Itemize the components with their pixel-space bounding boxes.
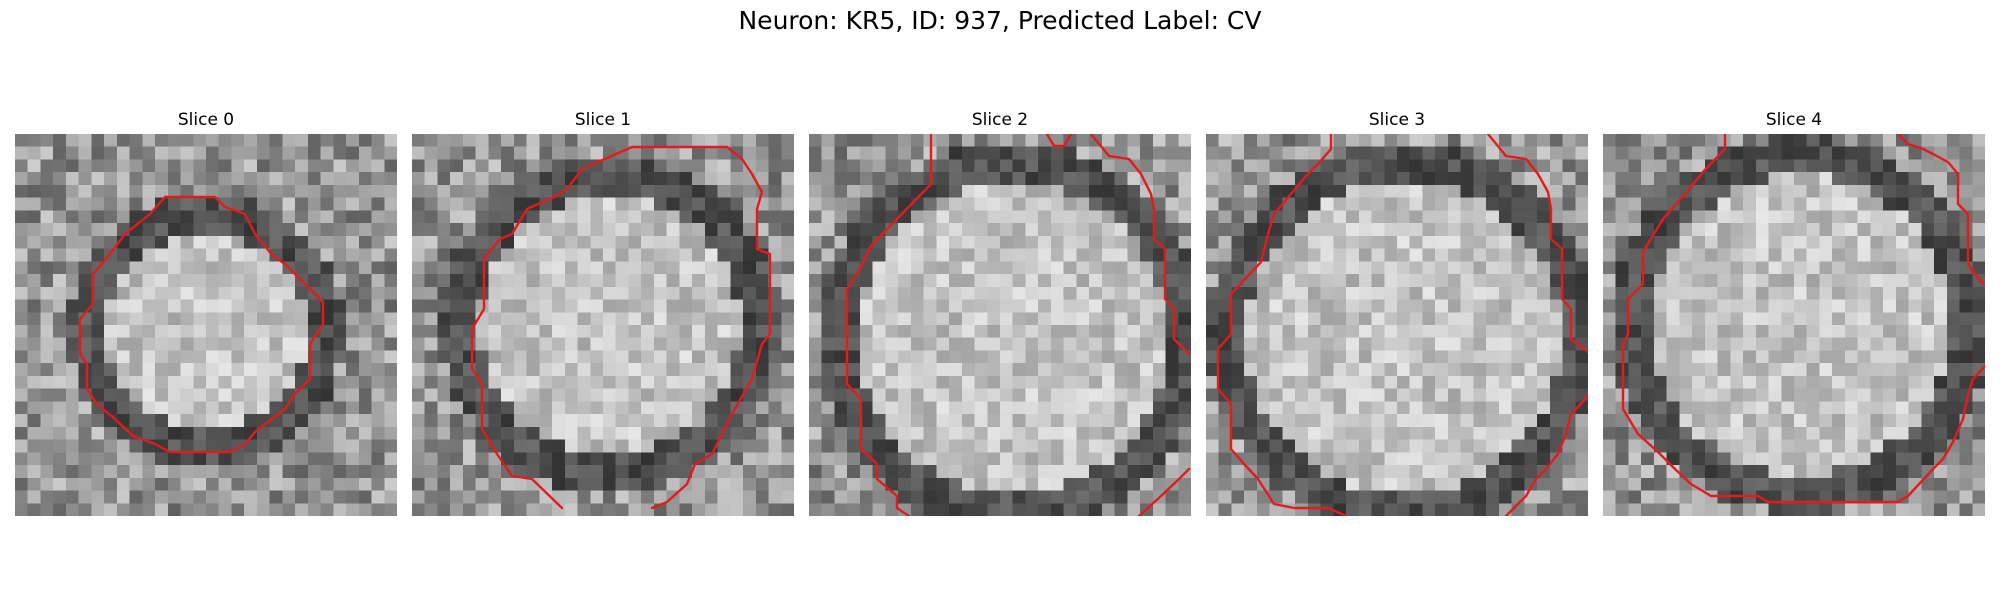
slice-image: [809, 134, 1191, 516]
segmentation-contour: [1216, 134, 1588, 516]
slice-panel-2: Slice 2: [809, 108, 1191, 516]
segmentation-contour: [845, 134, 1191, 516]
slice-title: Slice 2: [971, 110, 1029, 130]
slice-title: Slice 1: [574, 110, 632, 130]
segmentation-contour: [470, 145, 772, 510]
segmentation-contour: [1621, 134, 1985, 504]
segmentation-contour: [78, 195, 325, 454]
slice-panel-0: Slice 0: [15, 108, 397, 516]
slice-image: [1206, 134, 1588, 516]
slice-panel-1: Slice 1: [412, 108, 794, 516]
slice-title: Slice 0: [177, 110, 235, 130]
slice-panel-4: Slice 4: [1603, 108, 1985, 516]
slice-title: Slice 4: [1765, 110, 1823, 130]
slice-image: [1603, 134, 1985, 516]
figure-title: Neuron: KR5, ID: 937, Predicted Label: C…: [738, 6, 1262, 35]
slice-title: Slice 3: [1368, 110, 1426, 130]
slice-panel-3: Slice 3: [1206, 108, 1588, 516]
